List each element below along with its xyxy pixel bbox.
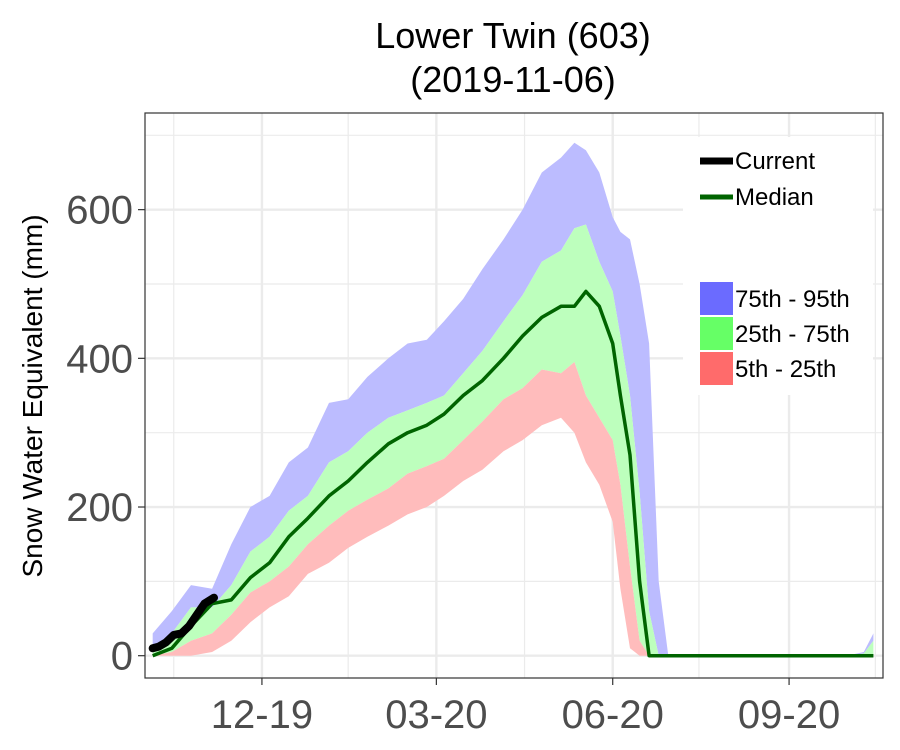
band-5-25	[152, 362, 874, 656]
x-tick-label: 12-19	[211, 693, 313, 737]
legend-key-5-25	[700, 352, 733, 385]
legend-label-5-25: 5th - 25th	[735, 356, 836, 383]
current-line	[148, 593, 218, 653]
y-axis-label: Snow Water Equivalent (mm)	[17, 214, 48, 577]
y-tick-label: 0	[111, 635, 133, 679]
series-lines	[148, 289, 874, 658]
legend-key-25-75	[700, 317, 733, 350]
band-25-75	[152, 224, 874, 656]
legend-label-75-95: 75th - 95th	[735, 286, 850, 313]
median-line	[152, 289, 874, 658]
band-75-95	[152, 142, 874, 656]
legend-key-75-95	[700, 282, 733, 315]
percentile-bands	[152, 142, 874, 656]
panel-border	[144, 112, 884, 679]
x-tick-label: 06-20	[562, 693, 664, 737]
y-tick-label: 600	[66, 189, 133, 233]
legend-label-25-75: 25th - 75th	[735, 321, 850, 348]
x-tick-label: 09-20	[738, 693, 840, 737]
y-axis-ticks: 0 200 400 600	[66, 189, 145, 679]
legend: Current Median 75th - 95th 25th - 75th 5…	[683, 137, 873, 395]
legend-label-current: Current	[735, 148, 815, 175]
x-axis-ticks: 12-19 03-20 06-20 09-20	[211, 678, 840, 737]
x-tick-label: 03-20	[385, 693, 487, 737]
y-tick-label: 200	[66, 486, 133, 530]
legend-label-median: Median	[735, 184, 814, 211]
chart-title: Lower Twin (603)	[375, 15, 650, 56]
y-tick-label: 400	[66, 337, 133, 381]
chart-subtitle: (2019-11-06)	[410, 59, 615, 100]
